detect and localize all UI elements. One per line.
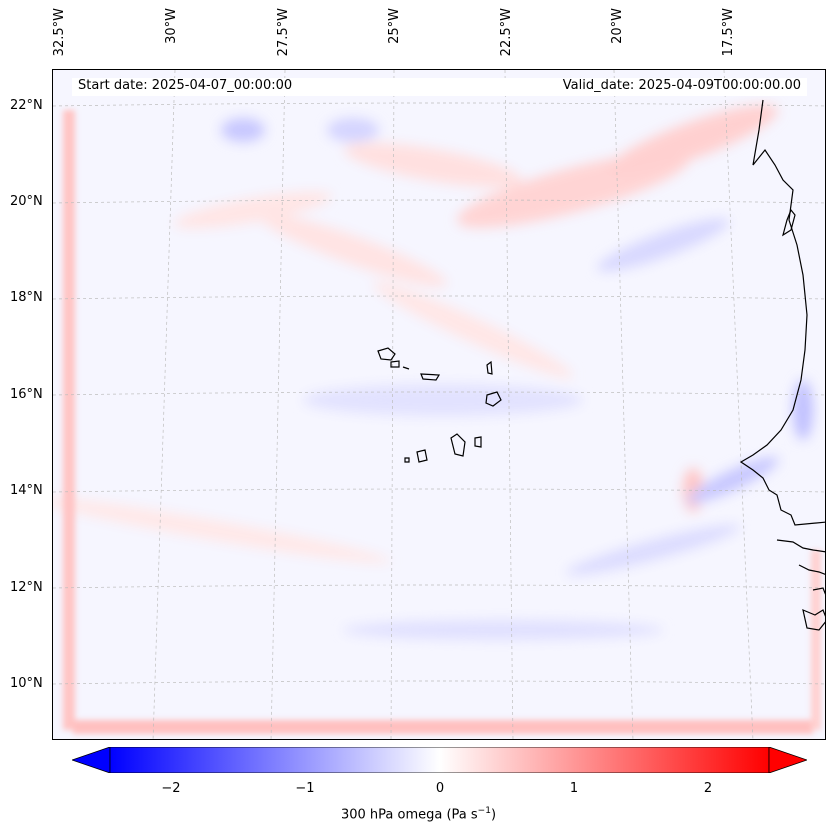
- gridline-lat: [53, 102, 825, 107]
- colorbar-extend-min: [72, 747, 111, 773]
- colorbar-extend-max: [768, 747, 807, 773]
- date-header: Start date: 2025-04-07_00:00:00 Valid_da…: [72, 78, 807, 96]
- colorbar-tick: −2: [161, 781, 181, 796]
- field-positive-patch: [53, 497, 391, 563]
- colorbar-label-text: 300 hPa omega (Pa s: [340, 807, 478, 823]
- africa-coastline: [782, 208, 796, 237]
- lat-label-18n: 18°N: [10, 290, 43, 305]
- field-negative-patch: [597, 218, 729, 272]
- lon-label-27-5w: 27.5°W: [276, 8, 291, 57]
- island: [450, 433, 466, 457]
- gridline-lon: [723, 70, 754, 739]
- gridline-lon: [152, 70, 176, 739]
- boundary-east: [811, 550, 821, 730]
- coastline-detail: [776, 539, 825, 553]
- colorbar-label-end: ): [490, 807, 497, 823]
- lon-label-25w: 25°W: [387, 8, 402, 44]
- colorbar: [72, 747, 807, 773]
- lat-label-10n: 10°N: [10, 676, 43, 691]
- island: [474, 436, 482, 448]
- field-negative-patch: [793, 380, 813, 440]
- field-negative-patch: [687, 457, 779, 503]
- cape-verde-islands: [377, 347, 502, 463]
- lat-label-12n: 12°N: [10, 580, 43, 595]
- field-positive-patch: [174, 191, 332, 229]
- lon-label-17-5w: 17.5°W: [721, 8, 736, 57]
- gridline-lat: [53, 391, 825, 396]
- island: [402, 366, 410, 370]
- colorbar-tick: 1: [569, 781, 579, 796]
- gridline-lon: [270, 70, 286, 739]
- lat-label-14n: 14°N: [10, 483, 43, 498]
- field-negative-patch: [566, 524, 740, 576]
- gridline-lat: [53, 680, 825, 685]
- boundary-west: [63, 110, 75, 730]
- lat-label-22n: 22°N: [10, 98, 43, 113]
- colorbar-label: 300 hPa omega (Pa s−1): [0, 806, 837, 822]
- field-negative-patch: [221, 118, 265, 142]
- colorbar-label-sup: −1: [477, 806, 491, 816]
- field-negative-patch: [327, 118, 379, 142]
- island: [486, 360, 493, 375]
- colorbar-body: [109, 747, 770, 773]
- coastline-detail: [812, 587, 825, 595]
- lon-label-32-5w: 32.5°W: [52, 8, 67, 57]
- gridline-lat: [53, 295, 825, 300]
- gridline-lon: [613, 70, 634, 739]
- coastline-detail: [802, 609, 825, 631]
- gridline-lon: [504, 70, 514, 739]
- start-date: Start date: 2025-04-07_00:00:00: [78, 78, 293, 93]
- boundary-strips: [63, 110, 821, 734]
- coastline-detail: [798, 564, 825, 575]
- africa-coastline: [739, 99, 825, 526]
- lon-label-22-5w: 22.5°W: [499, 8, 514, 57]
- map-panel: [52, 69, 826, 740]
- colorbar-tick: −1: [295, 781, 315, 796]
- boundary-south: [73, 720, 813, 734]
- valid-date: Valid_date: 2025-04-09T00:00:00.00: [562, 78, 801, 93]
- gridline-lat: [53, 199, 825, 204]
- lat-label-16n: 16°N: [10, 387, 43, 402]
- island: [404, 457, 410, 463]
- island: [420, 373, 441, 381]
- lat-label-20n: 20°N: [10, 194, 43, 209]
- island: [485, 391, 502, 407]
- field-positive-patch: [344, 142, 522, 188]
- island: [377, 347, 396, 361]
- island: [390, 360, 400, 368]
- colorbar-tick: 0: [435, 781, 445, 796]
- field-negative-patch: [303, 384, 583, 416]
- lon-label-20w: 20°W: [610, 8, 625, 44]
- field-negative-patch: [343, 620, 663, 640]
- field-positive-patch: [608, 104, 778, 176]
- lon-label-30w: 30°W: [164, 8, 179, 44]
- gridline-lat: [53, 488, 825, 493]
- graticule: [53, 70, 825, 739]
- map-svg: [53, 70, 825, 739]
- gridline-lat: [53, 584, 825, 589]
- coastlines: [739, 99, 825, 631]
- colorbar-tick: 2: [703, 781, 713, 796]
- field-positive-patch: [258, 213, 448, 287]
- field-positive-patch: [373, 282, 573, 378]
- gridline-lon: [390, 70, 395, 739]
- island: [416, 449, 428, 463]
